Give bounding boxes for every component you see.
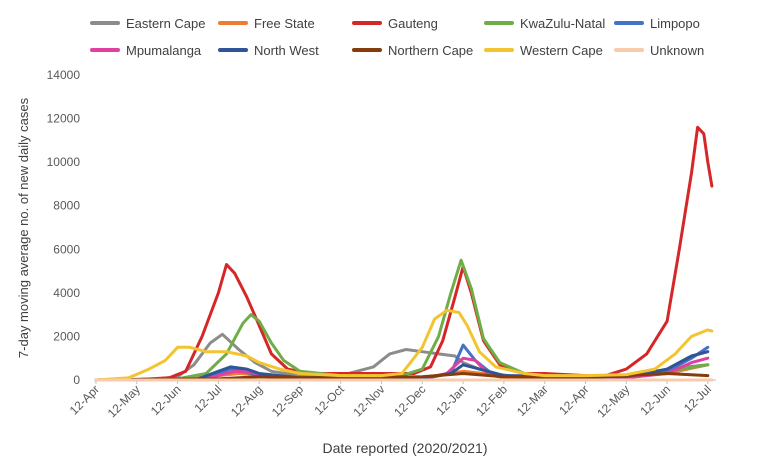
series-line	[94, 308, 714, 382]
chart-legend: Eastern Cape Free State Gauteng KwaZulu-Nat…	[0, 0, 768, 70]
legend-label: Northern Cape	[388, 42, 474, 58]
y-tick-label: 10000	[47, 155, 81, 169]
x-tick-label: 12-Aug	[228, 382, 265, 419]
y-tick-label: 4000	[53, 286, 80, 300]
x-tick-label: 12-Jun	[148, 382, 184, 418]
legend-label: Unknown	[650, 42, 705, 58]
legend-swatch	[484, 48, 514, 52]
series-line	[94, 125, 714, 382]
x-axis-title: Date reported (2020/2021)	[323, 440, 488, 456]
legend-swatch	[614, 48, 644, 52]
legend-label: North West	[254, 42, 319, 58]
legend-label: Mpumalanga	[126, 42, 202, 58]
legend-label: Eastern Cape	[126, 15, 206, 31]
y-tick-label: 8000	[53, 199, 80, 213]
legend-item: Eastern Cape	[90, 13, 206, 33]
y-tick-label: 2000	[53, 329, 80, 343]
y-axis: 0 2000 4000 6000 8000 10000 12000 14000	[47, 68, 81, 387]
x-tick-label: 12-Nov	[350, 382, 387, 419]
y-tick-label: 0	[73, 373, 80, 387]
legend-item: North West	[218, 40, 319, 60]
legend-item: Gauteng	[352, 13, 438, 33]
x-tick-label: 12-Apr	[67, 382, 102, 417]
x-axis: 12-Apr 12-May 12-Jun 12-Jul 12-Aug 12-Sep 12-O…	[67, 379, 716, 420]
x-tick-label: 12-Sep	[269, 382, 306, 419]
legend-swatch	[484, 21, 514, 25]
x-tick-label: 12-Mar	[514, 382, 551, 419]
legend-label: Gauteng	[388, 15, 438, 31]
y-tick-label: 6000	[53, 242, 80, 256]
legend-item: Northern Cape	[352, 40, 473, 60]
x-tick-label: 12-Jan	[433, 382, 469, 418]
series-layer	[94, 125, 714, 382]
legend-item: Mpumalanga	[90, 40, 201, 60]
legend-label: KwaZulu-Natal	[520, 15, 606, 31]
legend-swatch	[90, 21, 120, 25]
legend-item: KwaZulu-Natal	[484, 13, 605, 33]
legend-item: Unknown	[614, 40, 704, 60]
legend-item: Free State	[218, 13, 315, 33]
legend-swatch	[352, 48, 382, 52]
x-tick-label: 12-May	[105, 382, 143, 420]
legend-swatch	[218, 21, 248, 25]
legend-item: Limpopo	[614, 13, 700, 33]
legend-swatch	[614, 21, 644, 25]
series-line	[94, 258, 710, 382]
legend-label: Free State	[254, 15, 315, 31]
legend-label: Western Cape	[520, 42, 603, 58]
y-tick-label: 12000	[47, 112, 81, 126]
x-tick-label: 12-Jul	[681, 382, 714, 415]
x-tick-label: 12-May	[594, 382, 632, 420]
x-tick-label: 12-Jun	[637, 382, 673, 418]
x-tick-label: 12-Feb	[473, 382, 510, 419]
series-line	[94, 372, 710, 382]
y-tick-label: 14000	[47, 68, 81, 82]
x-tick-label: 12-Apr	[556, 382, 591, 417]
legend-item: Western Cape	[484, 40, 603, 60]
x-tick-label: 12-Oct	[311, 382, 347, 418]
legend-swatch	[218, 48, 248, 52]
legend-label: Limpopo	[650, 15, 700, 31]
legend-swatch	[90, 48, 120, 52]
x-tick-label: 12-Dec	[391, 382, 428, 419]
x-tick-label: 12-Jul	[191, 382, 224, 415]
y-axis-title: 7-day moving average no. of new daily ca…	[16, 97, 31, 358]
legend-swatch	[352, 21, 382, 25]
